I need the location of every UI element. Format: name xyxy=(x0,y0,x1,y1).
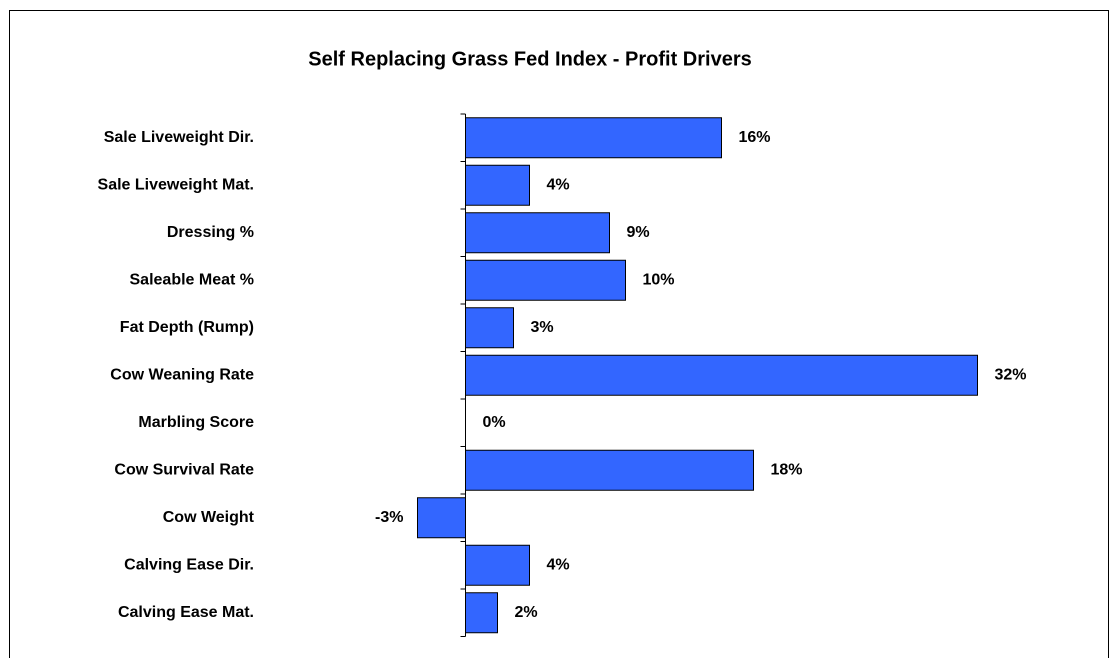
data-label: 9% xyxy=(627,224,650,241)
bar xyxy=(465,117,722,159)
bar xyxy=(465,449,754,491)
bar xyxy=(465,307,514,349)
category-label: Cow Survival Rate xyxy=(114,461,254,478)
bar xyxy=(465,592,498,634)
category-label: Saleable Meat % xyxy=(130,271,255,288)
category-label: Marbling Score xyxy=(138,414,254,431)
bar xyxy=(465,544,530,586)
data-label: 16% xyxy=(739,129,771,146)
data-label: 4% xyxy=(547,556,570,573)
bar xyxy=(465,259,626,301)
data-label: 0% xyxy=(483,414,506,431)
category-label: Dressing % xyxy=(167,224,254,241)
category-label: Sale Liveweight Dir. xyxy=(104,129,254,146)
data-label: 10% xyxy=(643,271,675,288)
bar xyxy=(465,164,530,206)
category-label: Sale Liveweight Mat. xyxy=(98,176,254,193)
bar xyxy=(465,354,978,396)
category-label: Cow Weight xyxy=(163,509,255,526)
bar xyxy=(417,497,466,539)
chart-title: Self Replacing Grass Fed Index - Profit … xyxy=(308,48,751,70)
data-label: 4% xyxy=(547,176,570,193)
data-label: 2% xyxy=(515,604,538,621)
data-label: 3% xyxy=(531,319,554,336)
data-label: 18% xyxy=(771,461,803,478)
category-label: Cow Weaning Rate xyxy=(110,366,254,383)
data-label: -3% xyxy=(375,509,403,526)
category-label: Calving Ease Mat. xyxy=(118,604,254,621)
bar xyxy=(465,212,610,254)
frame xyxy=(9,10,1109,658)
category-label: Fat Depth (Rump) xyxy=(120,319,254,336)
category-label: Calving Ease Dir. xyxy=(124,556,254,573)
data-label: 32% xyxy=(995,366,1027,383)
